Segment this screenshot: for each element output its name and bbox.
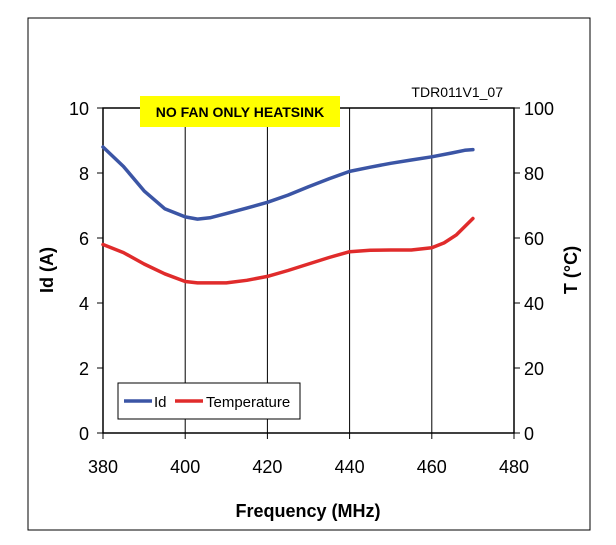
left-y-axis-ticks: 0 2 4 6 8 10 [69,99,103,444]
x-tick-label-420: 420 [252,457,282,477]
left-y-tick-label-6: 6 [79,229,89,249]
series-lines [101,145,475,285]
legend-label-temperature: Temperature [206,394,290,411]
right-y-tick-label-40: 40 [524,294,544,314]
annotation-text: NO FAN ONLY HEATSINK [156,104,325,120]
legend-label-id: Id [154,394,167,411]
x-axis-ticks: 380 400 420 440 460 480 [88,433,529,477]
left-y-tick-label-2: 2 [79,359,89,379]
right-y-tick-label-0: 0 [524,424,534,444]
figure-border [27,17,591,531]
right-y-tick-label-80: 80 [524,164,544,184]
legend: Id Temperature [117,382,301,420]
right-y-axis-ticks: 0 20 40 60 80 100 [514,99,554,444]
left-y-axis-title: Id (A) [37,247,57,293]
left-y-tick-label-0: 0 [79,424,89,444]
left-y-tick-label-4: 4 [79,294,89,314]
x-tick-label-480: 480 [499,457,529,477]
annotation-banner [140,96,340,127]
right-y-tick-label-20: 20 [524,359,544,379]
x-tick-label-460: 460 [417,457,447,477]
x-tick-label-400: 400 [170,457,200,477]
right-y-axis-title: T (°C) [561,246,581,294]
left-y-tick-label-8: 8 [79,164,89,184]
reference-code: TDR011V1_07 [411,84,503,100]
x-axis-title: Frequency (MHz) [235,501,380,521]
x-tick-label-440: 440 [335,457,365,477]
series-line-id [101,145,475,221]
series-line-temperature [101,216,475,285]
right-y-tick-label-100: 100 [524,99,554,119]
left-y-tick-label-10: 10 [69,99,89,119]
vertical-gridlines [184,108,433,433]
right-y-tick-label-60: 60 [524,229,544,249]
x-tick-label-380: 380 [88,457,118,477]
